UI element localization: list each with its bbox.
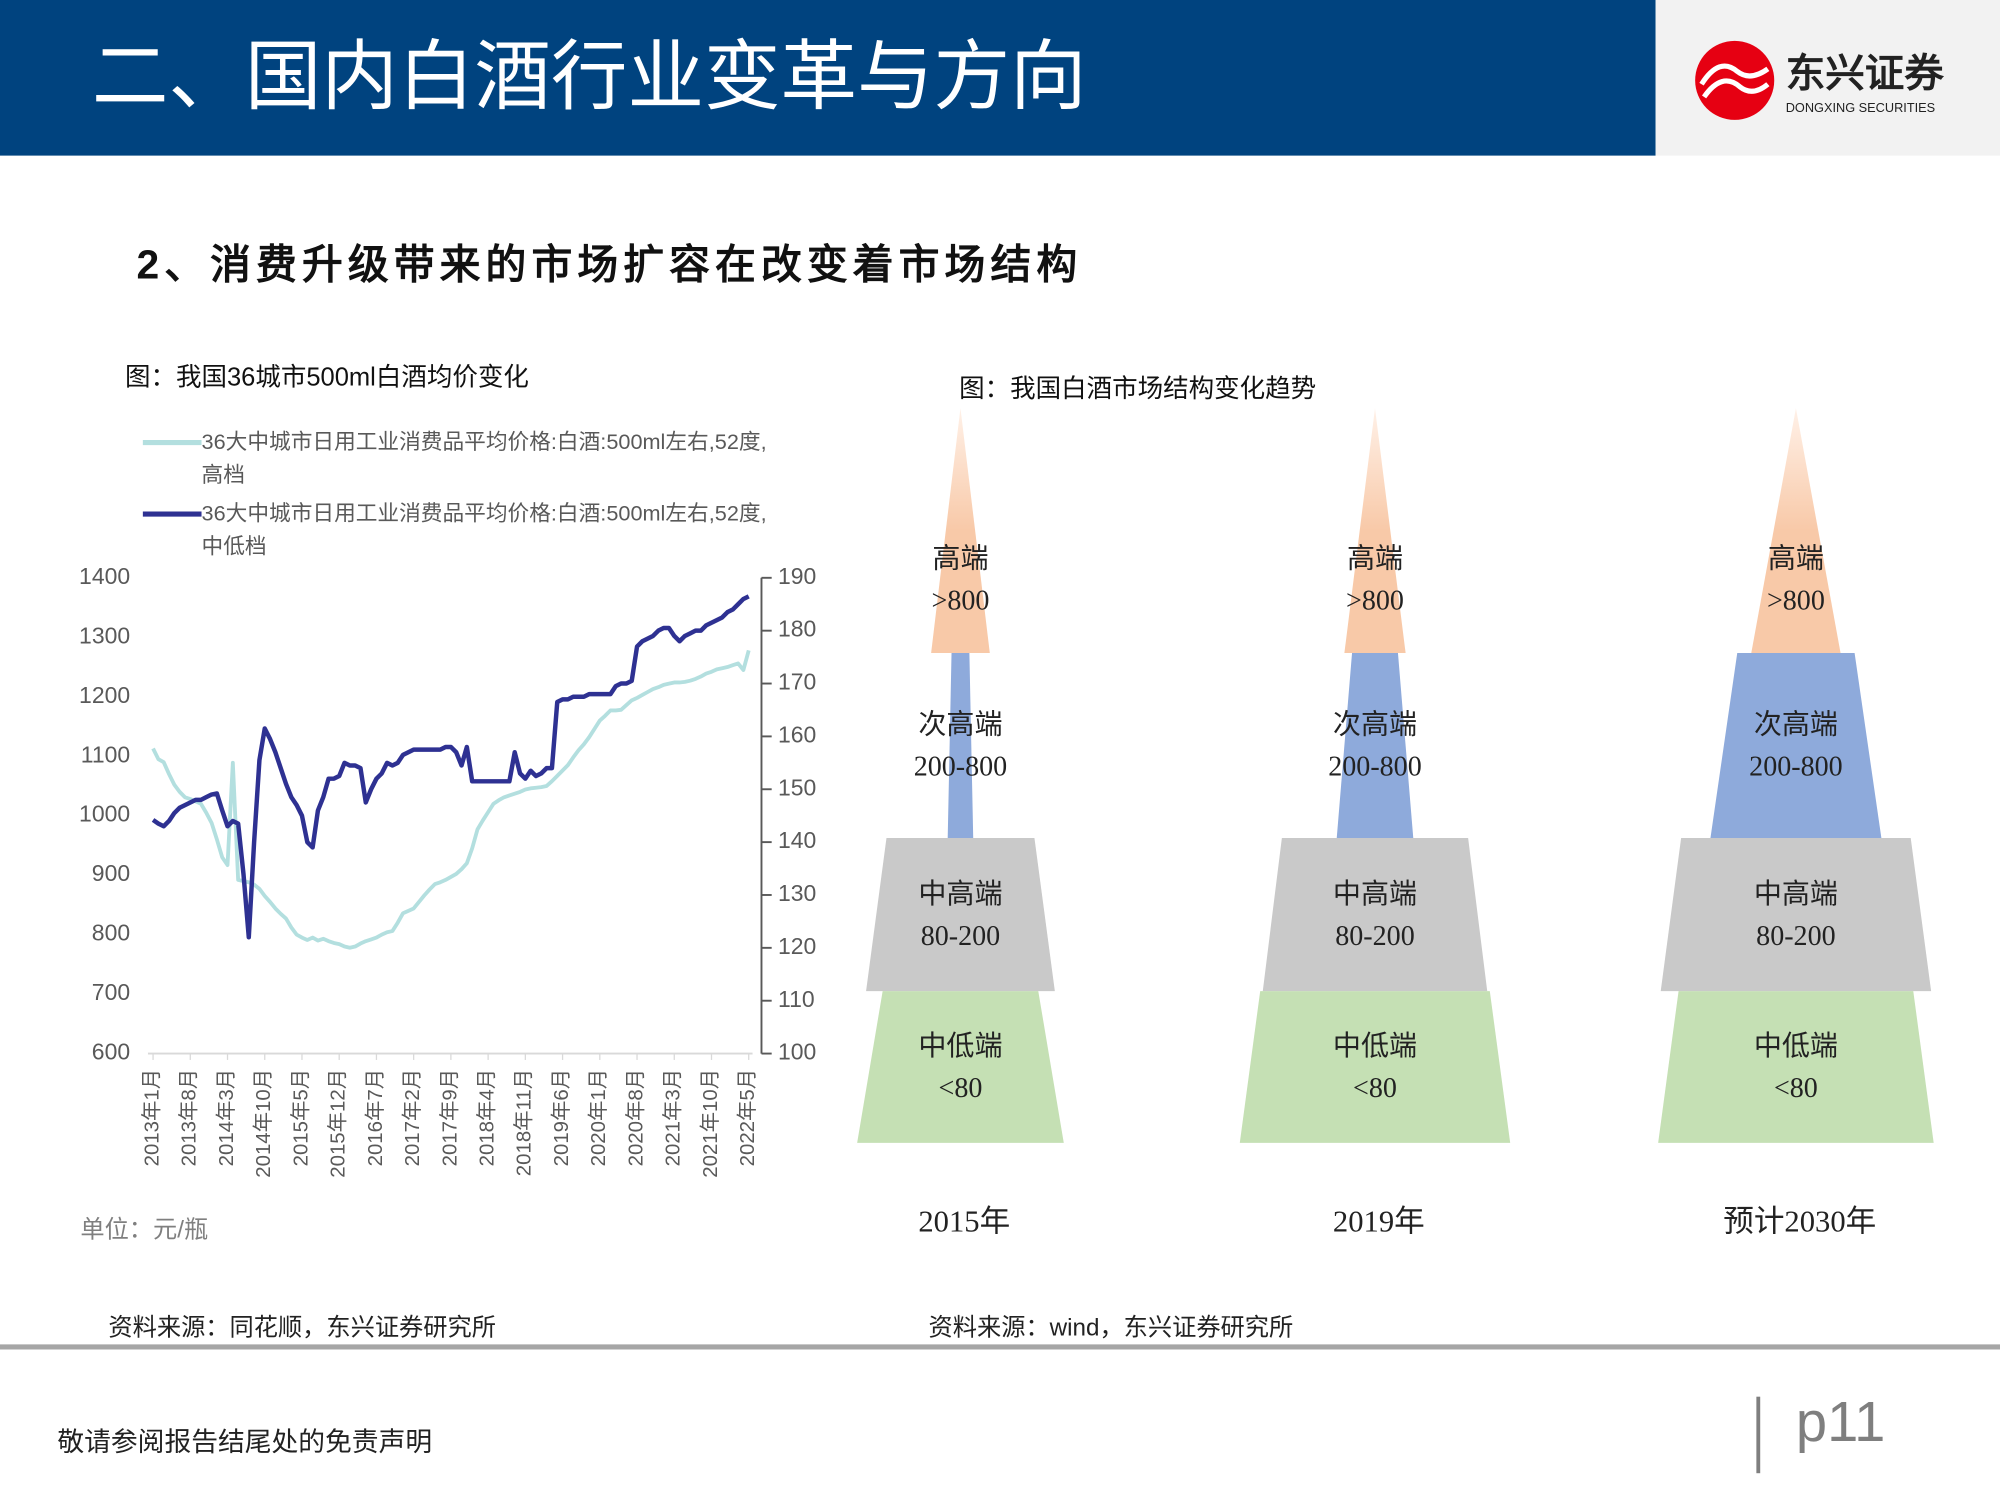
- x-tick-label: 2018年11月: [513, 1069, 536, 1176]
- page-separator: [1756, 1396, 1761, 1474]
- chart-source: 资料来源：同花顺，东兴证券研究所: [108, 1314, 496, 1341]
- header-bar: [0, 0, 1656, 156]
- column-label: 2015年: [918, 1205, 1010, 1239]
- x-tick-label: 2016年7月: [364, 1069, 387, 1166]
- y-tick-label: 1200: [79, 682, 130, 708]
- layer-range: >800: [1346, 586, 1404, 617]
- legend-entry: 36大中城市日用工业消费品平均价格:白酒:500ml左右,52度,高档: [201, 429, 767, 488]
- x-tick-label: 2013年1月: [140, 1069, 163, 1166]
- layer-range: >800: [1767, 586, 1825, 617]
- layer-range: 80-200: [1335, 921, 1414, 952]
- pyramid-layer: [866, 838, 1055, 992]
- y2-tick-label: 190: [778, 563, 816, 589]
- x-tick-label: 2020年1月: [587, 1069, 610, 1166]
- pyramid-layer: [1239, 991, 1511, 1143]
- layer-range: 200-800: [914, 752, 1007, 783]
- x-tick-label: 2014年10月: [252, 1069, 275, 1178]
- pyramid-layer: [857, 991, 1064, 1143]
- layer-range: 200-800: [1328, 752, 1421, 783]
- pyramid-layer: [1658, 991, 1934, 1143]
- y2-tick-label: 180: [778, 616, 816, 642]
- layer-name: 次高端: [1333, 708, 1417, 740]
- logo-mark: [1695, 40, 1775, 120]
- page-number: p11: [1796, 1390, 1885, 1453]
- pyramid-layer: [1710, 653, 1882, 839]
- column-label: 预计2030年: [1723, 1205, 1876, 1239]
- layer-range: 80-200: [921, 921, 1000, 952]
- x-tick-label: 2018年4月: [476, 1069, 499, 1166]
- layer-range: <80: [1353, 1073, 1397, 1104]
- y2-tick-label: 130: [778, 880, 816, 906]
- column-label: 2019年: [1333, 1205, 1425, 1239]
- logo-sub: DONGXING SECURITIES: [1786, 100, 1935, 115]
- layer-name: 次高端: [918, 708, 1002, 740]
- series-line: [151, 594, 750, 940]
- layer-name: 中高端: [1333, 878, 1417, 910]
- y-tick-label: 1000: [79, 801, 130, 827]
- layer-range: <80: [939, 1073, 983, 1104]
- disclaimer: 敬请参阅报告结尾处的免责声明: [57, 1427, 432, 1457]
- y2-tick-label: 100: [778, 1039, 816, 1065]
- y2-tick-label: 160: [778, 721, 816, 747]
- y-tick-label: 700: [92, 979, 130, 1005]
- pyramid-layer: [1336, 653, 1414, 839]
- pyramid-layer: [947, 653, 974, 839]
- y-tick-label: 1400: [79, 563, 130, 589]
- layer-range: 80-200: [1756, 921, 1835, 952]
- x-tick-label: 2015年5月: [289, 1069, 312, 1166]
- series-line: [151, 649, 751, 950]
- layer-name: 中低端: [918, 1030, 1002, 1062]
- y-tick-label: 600: [92, 1039, 130, 1065]
- x-tick-label: 2017年9月: [438, 1069, 461, 1166]
- pyramid-layer: [931, 408, 990, 654]
- pyramid-layer: [1344, 408, 1406, 654]
- footer-rule: [0, 1344, 2000, 1350]
- layer-name: 高端: [1768, 543, 1824, 575]
- chart-title: 图：我国36城市500ml白酒均价变化: [125, 364, 529, 392]
- y2-tick-label: 140: [778, 827, 816, 853]
- x-tick-label: 2017年2月: [401, 1069, 424, 1166]
- layer-name: 中低端: [1754, 1030, 1838, 1062]
- pyramid-layer: [1751, 408, 1841, 654]
- layer-name: 高端: [932, 543, 988, 575]
- x-tick-label: 2020年8月: [624, 1069, 647, 1166]
- x-tick-label: 2014年3月: [215, 1069, 238, 1166]
- x-tick-label: 2021年10月: [699, 1069, 722, 1178]
- y2-tick-label: 150: [778, 774, 816, 800]
- chart-note: 单位：元/瓶: [80, 1216, 208, 1243]
- pyramid-layer: [1660, 838, 1932, 992]
- y-tick-label: 900: [92, 860, 130, 886]
- diagram-source: 资料来源：wind，东兴证券研究所: [929, 1314, 1294, 1341]
- y-tick-label: 1100: [81, 741, 130, 767]
- legend-label: 36大中城市日用工业消费品平均价格:白酒:500ml左右,52度,高档: [201, 429, 767, 488]
- x-tick-label: 2015年12月: [327, 1069, 350, 1178]
- y2-tick-label: 120: [778, 933, 816, 959]
- y2-tick-label: 110: [778, 986, 815, 1012]
- layer-range: >800: [932, 586, 990, 617]
- legend-entry: 36大中城市日用工业消费品平均价格:白酒:500ml左右,52度,中低档: [201, 501, 767, 559]
- header-title: 二、国内白酒行业变革与方向: [92, 35, 1087, 120]
- x-tick-label: 2013年8月: [178, 1069, 201, 1166]
- layer-name: 高端: [1347, 543, 1403, 575]
- layer-range: 200-800: [1749, 752, 1842, 783]
- y2-tick-label: 170: [778, 669, 816, 695]
- pyramid-layer: [1262, 838, 1488, 992]
- layer-name: 中低端: [1333, 1030, 1417, 1062]
- x-tick-label: 2019年6月: [550, 1069, 573, 1166]
- layer-name: 中高端: [918, 878, 1002, 910]
- layer-name: 次高端: [1754, 708, 1838, 740]
- layer-name: 中高端: [1754, 878, 1838, 910]
- subtitle: 2、消费升级带来的市场扩容在改变着市场结构: [136, 242, 1082, 288]
- diagram-title: 图：我国白酒市场结构变化趋势: [959, 375, 1316, 403]
- logo-name: 东兴证券: [1786, 52, 1945, 96]
- x-tick-label: 2022年5月: [736, 1069, 759, 1166]
- legend-label: 36大中城市日用工业消费品平均价格:白酒:500ml左右,52度,中低档: [201, 501, 767, 559]
- layer-range: <80: [1774, 1073, 1818, 1104]
- x-tick-label: 2021年3月: [662, 1069, 685, 1166]
- y-tick-label: 1300: [79, 622, 130, 648]
- y-tick-label: 800: [92, 920, 130, 946]
